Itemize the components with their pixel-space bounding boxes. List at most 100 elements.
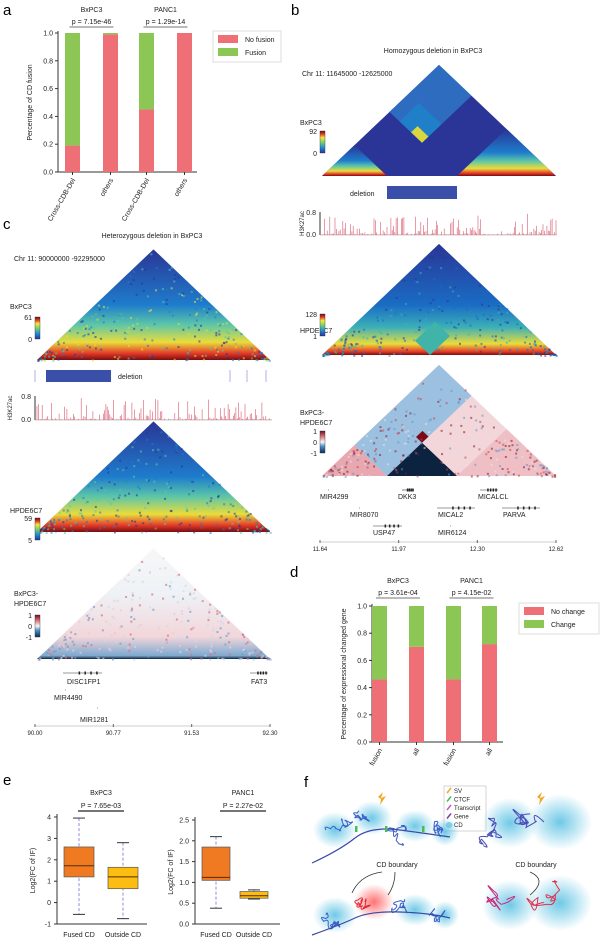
hic-texture [193, 531, 196, 534]
hic-diff-texture [463, 431, 466, 434]
c-map3-label2: HPDE6C7 [14, 601, 46, 608]
hic-texture [238, 517, 241, 520]
hic-diff-texture [109, 623, 112, 626]
hic-diff-texture [74, 656, 77, 659]
hic-diff-texture [405, 414, 408, 417]
hic-texture [108, 500, 111, 503]
hic-texture [191, 480, 194, 483]
hic-texture [141, 531, 144, 534]
hic-texture [358, 330, 361, 333]
hic-texture [173, 280, 176, 283]
hic-texture [499, 323, 502, 326]
hic-diff-texture [66, 648, 69, 651]
hic-diff-texture [475, 429, 478, 432]
hic-texture [116, 320, 119, 323]
hic-texture [222, 528, 225, 531]
hic-texture [194, 301, 197, 304]
y-tick-label: 0.4 [357, 685, 367, 692]
y-tick-label: 0.6 [43, 86, 53, 93]
hic-texture [457, 323, 460, 326]
hic-texture [237, 521, 240, 524]
hic-texture [366, 337, 369, 340]
hic-texture [438, 308, 441, 311]
colorbar [34, 316, 41, 340]
hic-texture [509, 349, 512, 352]
panel-label-a: a [3, 2, 12, 19]
chromatin-domain [395, 894, 435, 926]
hic-texture [168, 268, 171, 271]
hic-texture [375, 339, 378, 342]
hic-diff-texture [75, 638, 78, 641]
hic-diff-texture [124, 639, 127, 642]
hic-diff-texture [450, 424, 453, 427]
hic-diff-texture [516, 443, 519, 446]
hic-diff-texture [353, 451, 356, 454]
hic-diff-texture [127, 646, 130, 649]
hic-diff-texture [227, 632, 230, 635]
hic-diff-texture [440, 388, 443, 391]
hic-texture [194, 337, 197, 340]
hic-texture [106, 467, 109, 470]
hic-texture [200, 296, 203, 299]
chart-a: 0.0 0.2 0.4 0.6 0.8 1.0 Percentage of CD fusio… [27, 7, 282, 223]
hic-texture [483, 345, 486, 348]
hic-texture [211, 493, 214, 496]
hic-diff-texture [387, 428, 390, 431]
hic-texture [45, 352, 48, 355]
hic-texture [231, 529, 234, 532]
bar-no-fusion [139, 109, 154, 172]
hic-texture [474, 344, 477, 347]
hic-texture [92, 514, 95, 517]
hic-texture [187, 332, 190, 335]
hic-texture [217, 323, 220, 326]
hic-diff-texture [210, 650, 213, 653]
hic-texture [54, 522, 57, 525]
hic-texture [162, 518, 165, 521]
b-map3-label1: BxPC3- [300, 410, 325, 417]
hic-diff-texture [229, 631, 232, 634]
hic-diff-texture [186, 636, 189, 639]
colorbar-label: 0 [313, 151, 317, 158]
hic-texture [204, 515, 207, 518]
hic-texture [253, 530, 256, 533]
hic-diff-texture [266, 658, 269, 661]
hic-diff-texture [460, 450, 463, 453]
hic-diff-texture [529, 453, 532, 456]
hic-diff-texture [366, 453, 369, 456]
hic-texture [451, 290, 454, 293]
hic-texture [88, 346, 91, 349]
hic-texture [212, 496, 215, 499]
hic-diff-texture [224, 643, 227, 646]
hic-texture [188, 314, 191, 317]
hic-texture [126, 332, 129, 335]
legend-box [212, 30, 282, 63]
hic-texture [135, 494, 138, 497]
hic-diff-texture [542, 465, 545, 468]
hic-texture [218, 330, 221, 333]
hic-texture [151, 449, 154, 452]
hic-texture [389, 315, 392, 318]
hic-texture [378, 316, 381, 319]
hic-texture [545, 351, 548, 354]
hic-diff-texture [495, 440, 498, 443]
hic-diff-texture [397, 431, 400, 434]
hic-texture [436, 348, 439, 351]
hic-texture [155, 450, 158, 453]
p-value: p = 1.29e-14 [146, 19, 186, 26]
exon [410, 488, 412, 492]
hic-texture [506, 311, 509, 314]
colorbar-label: 128 [305, 312, 317, 319]
hic-texture [132, 475, 135, 478]
hic-texture [57, 358, 60, 361]
y-tick-label: 0.0 [43, 170, 53, 177]
hic-texture [81, 515, 84, 518]
hic-diff-texture [112, 608, 115, 611]
hic-texture [351, 334, 354, 337]
hic-texture [180, 522, 183, 525]
hic-diff-texture [189, 638, 192, 641]
bar-change [409, 606, 424, 647]
hic-texture [340, 339, 343, 342]
hic-texture [104, 489, 107, 492]
hic-diff-texture [88, 631, 91, 634]
c-deletion-bar [46, 370, 111, 382]
